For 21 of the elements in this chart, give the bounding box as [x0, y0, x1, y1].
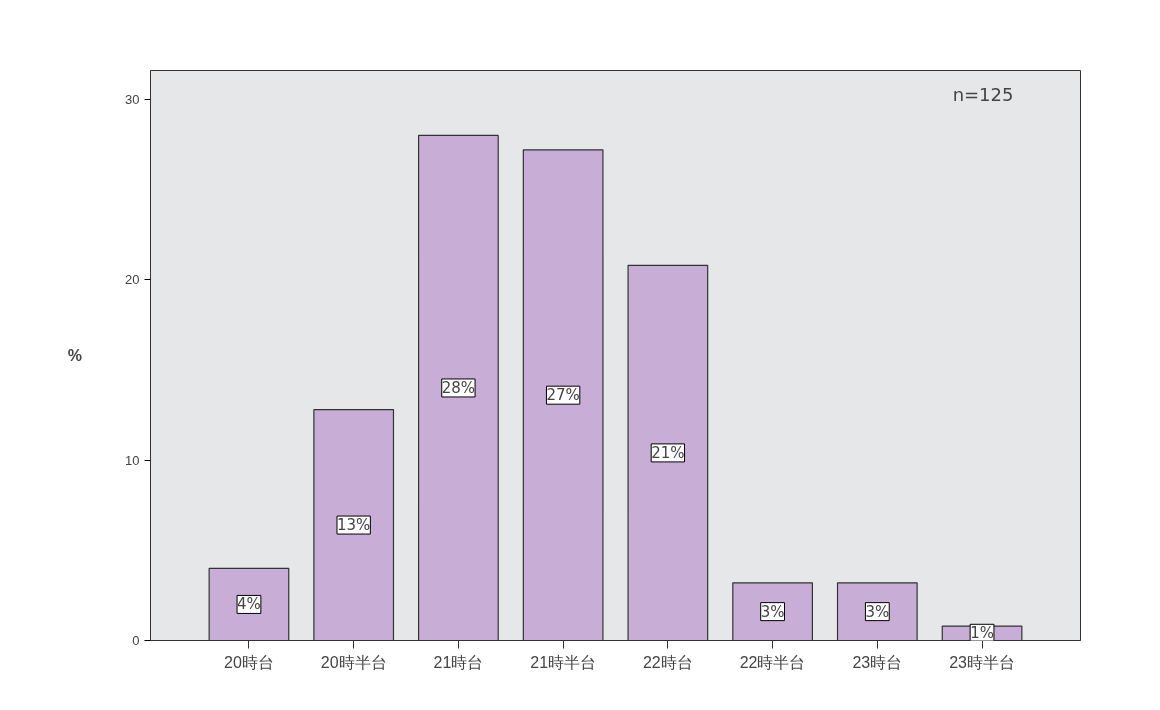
- annotation: n=125: [952, 83, 1014, 105]
- x-tick-label: 23時半台: [949, 653, 1015, 671]
- data-label: 3%: [760, 602, 785, 621]
- x-tick-label: 20時半台: [320, 653, 387, 671]
- data-label: 27%: [546, 386, 580, 405]
- y-tick-label: 20: [125, 272, 140, 288]
- x-tick-label: 21時台: [433, 653, 484, 671]
- y-axis-title: %: [67, 347, 83, 364]
- y-tick-label: 30: [125, 91, 140, 107]
- data-label: 13%: [337, 516, 371, 535]
- data-label: 21%: [651, 443, 685, 462]
- y-tick-label: 0: [132, 633, 140, 648]
- x-tick-label: 23時台: [852, 653, 903, 671]
- y-tick-label: 10: [125, 452, 140, 468]
- data-label: 3%: [865, 602, 890, 621]
- data-label: 1%: [970, 624, 994, 643]
- x-tick-label: 22時台: [642, 653, 693, 671]
- x-tick-label: 22時半台: [739, 653, 806, 671]
- x-tick-label: 20時台: [224, 653, 274, 671]
- x-tick-label: 21時半台: [530, 653, 597, 671]
- data-label: 28%: [441, 378, 476, 397]
